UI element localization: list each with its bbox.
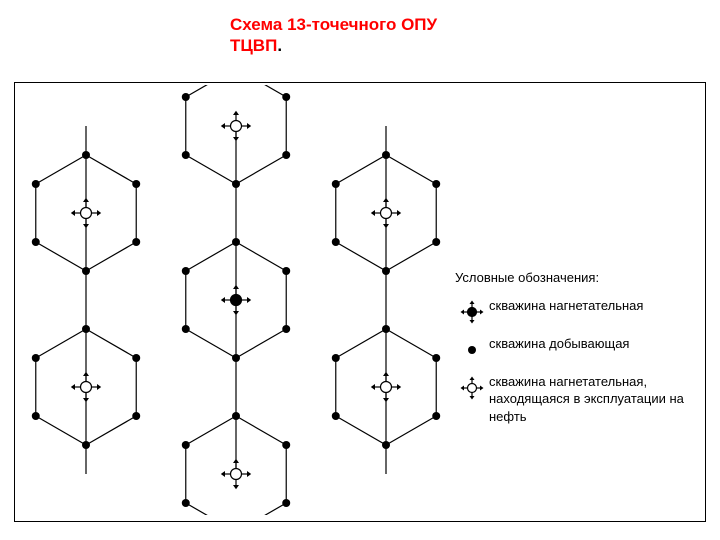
- producer-well: [182, 499, 190, 507]
- page-title: Схема 13-точечного ОПУ ТЦВП.: [230, 14, 437, 57]
- hex-edge: [336, 242, 386, 271]
- producer-well: [232, 412, 240, 420]
- hex-edge: [186, 242, 236, 271]
- producer-well: [132, 354, 140, 362]
- hex-edge: [86, 416, 136, 445]
- hex-edge: [236, 503, 286, 515]
- hex-edge: [36, 242, 86, 271]
- producer-well: [182, 325, 190, 333]
- producer-well: [232, 180, 240, 188]
- legend-row: скважина нагнетательная: [455, 297, 705, 327]
- hex-edge: [386, 416, 436, 445]
- hex-edge: [186, 85, 236, 97]
- producer-well: [432, 354, 440, 362]
- hex-edge: [86, 329, 136, 358]
- hex-edge: [36, 155, 86, 184]
- producer-well: [282, 499, 290, 507]
- producer-well: [332, 354, 340, 362]
- hex-edge: [86, 242, 136, 271]
- hex-edge: [336, 329, 386, 358]
- hex-edge: [186, 503, 236, 515]
- producer-well: [282, 325, 290, 333]
- producer-well: [132, 180, 140, 188]
- injector-open-well: [71, 198, 101, 228]
- producer-well: [182, 441, 190, 449]
- producer-well: [32, 238, 40, 246]
- hex-edge: [236, 85, 286, 97]
- title-line1: Схема 13-точечного ОПУ: [230, 15, 437, 34]
- injector-open-well: [371, 372, 401, 402]
- producer-well: [382, 151, 390, 159]
- producer-well: [82, 151, 90, 159]
- producer-well: [232, 238, 240, 246]
- injector-open-well: [221, 111, 251, 141]
- producer-well: [32, 180, 40, 188]
- producer-well: [432, 412, 440, 420]
- legend-row: скважина добывающая: [455, 335, 705, 365]
- producer-well: [332, 180, 340, 188]
- producer-well: [32, 412, 40, 420]
- legend-text: скважина нагнетательная, находящаяся в э…: [489, 373, 705, 426]
- producer-well: [382, 441, 390, 449]
- producer-well: [82, 267, 90, 275]
- producer-well: [182, 93, 190, 101]
- legend-text: скважина добывающая: [489, 335, 629, 353]
- hex-edge: [36, 416, 86, 445]
- producer-well: [282, 93, 290, 101]
- hex-edge: [386, 155, 436, 184]
- title-line2-black: .: [277, 36, 282, 55]
- hex-edge: [186, 155, 236, 184]
- diagram-panel: Условные обозначения: скважина нагнетате…: [14, 82, 706, 522]
- injector-open-well: [71, 372, 101, 402]
- producer-well: [282, 267, 290, 275]
- hex-edge: [336, 416, 386, 445]
- legend-dot-icon: [455, 335, 489, 365]
- producer-well: [182, 267, 190, 275]
- producer-well: [282, 151, 290, 159]
- well-pattern-diagram: [21, 85, 451, 515]
- hex-edge: [236, 416, 286, 445]
- producer-well: [82, 325, 90, 333]
- hex-edge: [186, 329, 236, 358]
- legend-row: скважина нагнетательная, находящаяся в э…: [455, 373, 705, 426]
- producer-well: [432, 180, 440, 188]
- legend: Условные обозначения: скважина нагнетате…: [455, 269, 705, 433]
- hex-edge: [336, 155, 386, 184]
- legend-title: Условные обозначения:: [455, 269, 705, 287]
- hex-edge: [186, 416, 236, 445]
- hex-edge: [386, 329, 436, 358]
- hex-edge: [236, 329, 286, 358]
- legend-injector_open-icon: [455, 373, 489, 403]
- legend-injector_black-icon: [455, 297, 489, 327]
- title-line2-red: ТЦВП: [230, 36, 277, 55]
- legend-text: скважина нагнетательная: [489, 297, 643, 315]
- injector-well: [221, 285, 251, 315]
- hex-edge: [386, 242, 436, 271]
- producer-well: [182, 151, 190, 159]
- producer-well: [32, 354, 40, 362]
- producer-well: [82, 441, 90, 449]
- producer-well: [132, 412, 140, 420]
- hex-edge: [36, 329, 86, 358]
- producer-well: [332, 238, 340, 246]
- producer-well: [332, 412, 340, 420]
- producer-well: [232, 354, 240, 362]
- producer-well: [432, 238, 440, 246]
- producer-well: [382, 325, 390, 333]
- injector-open-well: [221, 459, 251, 489]
- producer-well: [282, 441, 290, 449]
- hex-edge: [86, 155, 136, 184]
- producer-well: [382, 267, 390, 275]
- hex-edge: [236, 242, 286, 271]
- hex-edge: [236, 155, 286, 184]
- producer-well: [132, 238, 140, 246]
- injector-open-well: [371, 198, 401, 228]
